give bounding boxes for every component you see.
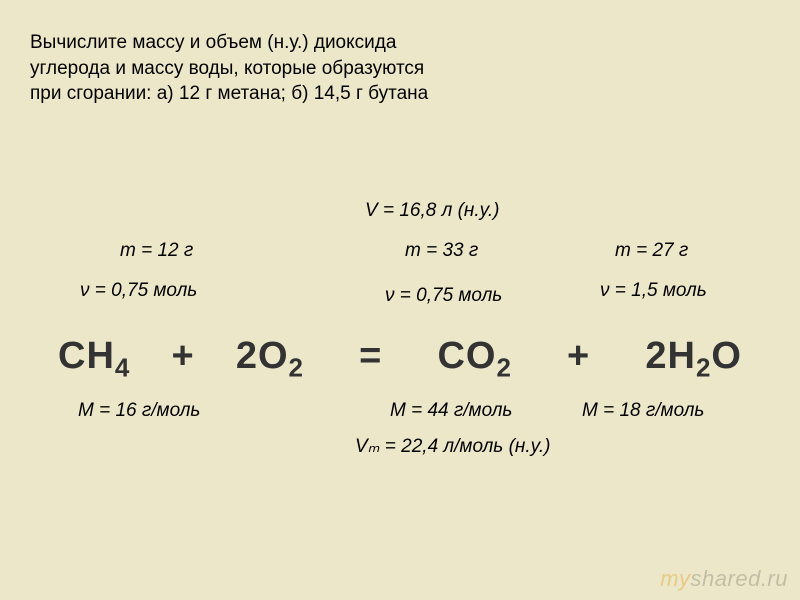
label-mol-h2o: ν = 1,5 моль <box>600 280 707 302</box>
label-mol-ch4: ν = 0,75 моль <box>80 280 197 302</box>
label-mass-h2o: m = 27 г <box>615 240 688 262</box>
product-h2o: 2H2O <box>645 335 742 384</box>
label-mass-co2: m = 33 г <box>405 240 478 262</box>
watermark: myshared.ru <box>660 566 788 592</box>
watermark-prefix: my <box>660 566 690 591</box>
label-molar-h2o: M = 18 г/моль <box>582 400 704 422</box>
reactant-o2: 2O2 <box>236 335 304 384</box>
plus-icon: + <box>171 335 194 378</box>
reactant-ch4: CH4 <box>58 335 130 384</box>
chemical-equation: CH4 + 2O2 = CO2 + 2H2O <box>0 335 800 384</box>
equals-icon: = <box>359 335 382 378</box>
product-co2: CO2 <box>437 335 511 384</box>
watermark-rest: shared.ru <box>691 566 788 591</box>
label-mass-ch4: m = 12 г <box>120 240 193 262</box>
label-molar-co2: M = 44 г/моль <box>390 400 512 422</box>
label-volume-co2: V = 16,8 л (н.у.) <box>365 200 499 222</box>
label-molar-volume: Vₘ = 22,4 л/моль (н.у.) <box>355 435 550 458</box>
plus-icon: + <box>567 335 590 378</box>
label-molar-ch4: M = 16 г/моль <box>78 400 200 422</box>
label-mol-co2: ν = 0,75 моль <box>385 285 502 307</box>
problem-statement: Вычислите массу и объем (н.у.) диоксида … <box>30 30 450 107</box>
